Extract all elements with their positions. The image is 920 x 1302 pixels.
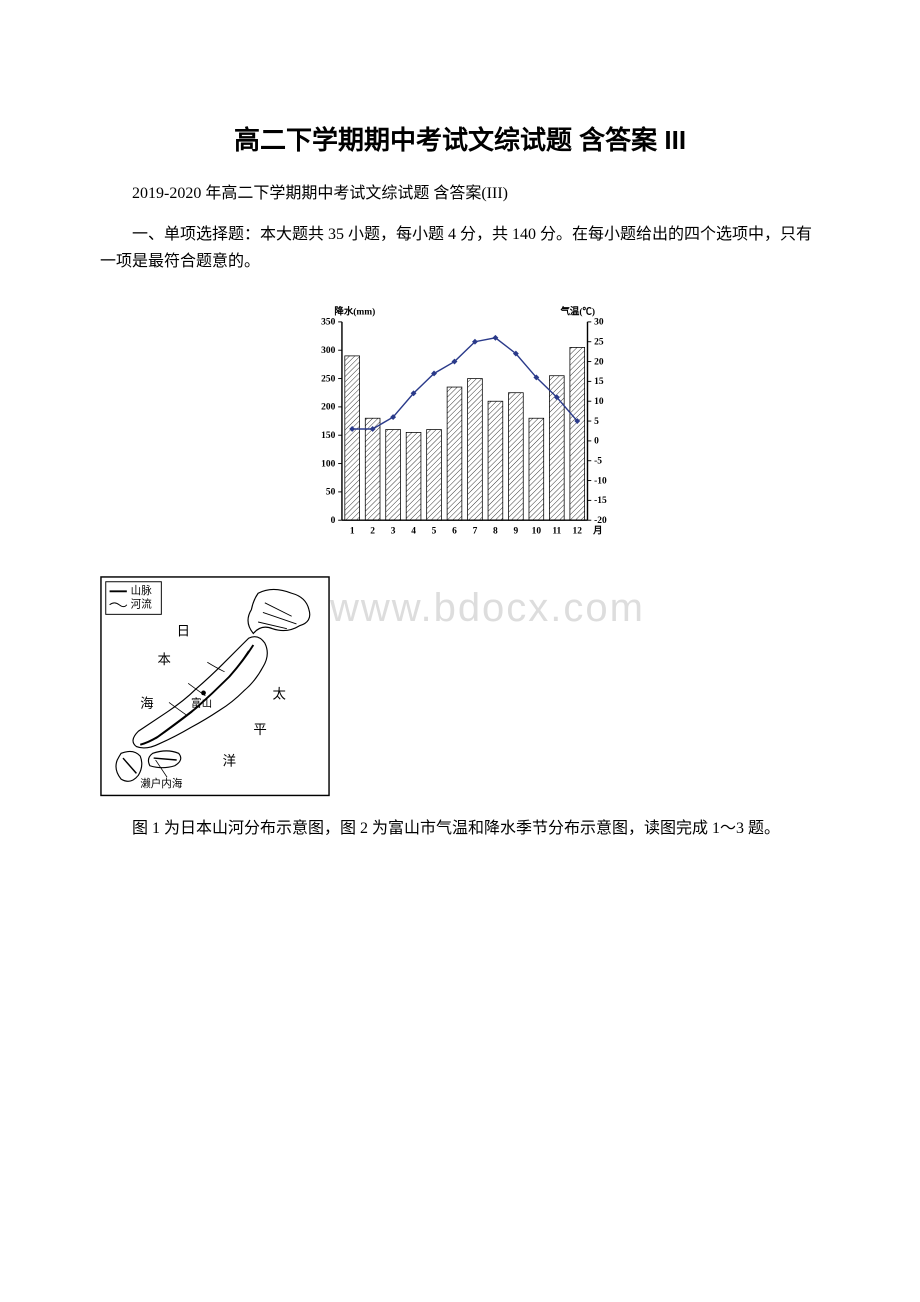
svg-text:9: 9 — [514, 527, 519, 537]
svg-text:250: 250 — [321, 375, 335, 385]
svg-text:3: 3 — [391, 527, 396, 537]
svg-text:5: 5 — [432, 527, 437, 537]
svg-text:25: 25 — [594, 338, 604, 348]
svg-text:8: 8 — [493, 527, 498, 537]
japan-map: 山脉河流富山 日本海 太平洋濑户内海 — [100, 576, 330, 796]
svg-text:15: 15 — [594, 378, 604, 388]
svg-text:濑户内海: 濑户内海 — [140, 777, 183, 790]
svg-text:太: 太 — [272, 687, 285, 702]
svg-text:1: 1 — [350, 527, 355, 537]
svg-text:富山: 富山 — [191, 697, 212, 710]
climate-chart: 降水(mm)气温(℃)050100150200250300350-20-15-1… — [290, 303, 630, 558]
instruction-text: 一、单项选择题：本大题共 35 小题，每小题 4 分，共 140 分。在每小题给… — [100, 221, 820, 275]
svg-text:河流: 河流 — [131, 598, 153, 611]
svg-text:平: 平 — [253, 722, 266, 737]
svg-text:本: 本 — [158, 653, 171, 668]
subtitle-text: 2019-2020 年高二下学期期中考试文综试题 含答案(III) — [100, 179, 820, 203]
svg-text:0: 0 — [594, 437, 599, 447]
watermark-text: www.bdocx.com — [330, 586, 645, 631]
svg-text:350: 350 — [321, 318, 335, 328]
svg-text:-20: -20 — [594, 516, 607, 526]
svg-text:2: 2 — [370, 527, 375, 537]
svg-text:山脉: 山脉 — [131, 585, 153, 598]
svg-text:洋: 洋 — [223, 754, 236, 769]
svg-text:12: 12 — [573, 527, 583, 537]
svg-text:150: 150 — [321, 431, 335, 441]
svg-text:5: 5 — [594, 417, 599, 427]
svg-text:50: 50 — [326, 488, 336, 498]
svg-text:10: 10 — [532, 527, 542, 537]
svg-text:0: 0 — [331, 516, 336, 526]
svg-text:-10: -10 — [594, 477, 607, 487]
svg-text:-5: -5 — [594, 457, 602, 467]
svg-text:-15: -15 — [594, 497, 607, 507]
question-text: 图 1 为日本山河分布示意图，图 2 为富山市气温和降水季节分布示意图，读图完成… — [100, 815, 820, 842]
svg-text:30: 30 — [594, 318, 604, 328]
svg-text:200: 200 — [321, 403, 335, 413]
svg-text:气温(℃): 气温(℃) — [559, 306, 595, 318]
svg-text:10: 10 — [594, 397, 604, 407]
svg-text:6: 6 — [452, 527, 457, 537]
page-title: 高二下学期期中考试文综试题 含答案 III — [100, 120, 820, 157]
svg-text:300: 300 — [321, 346, 335, 356]
svg-text:月: 月 — [592, 526, 602, 537]
svg-text:100: 100 — [321, 460, 335, 470]
svg-text:日: 日 — [177, 624, 190, 639]
svg-text:降水(mm): 降水(mm) — [334, 306, 375, 318]
svg-text:4: 4 — [411, 527, 416, 537]
svg-text:海: 海 — [140, 697, 153, 712]
svg-text:20: 20 — [594, 358, 604, 368]
svg-text:7: 7 — [473, 527, 478, 537]
svg-text:11: 11 — [552, 527, 561, 537]
